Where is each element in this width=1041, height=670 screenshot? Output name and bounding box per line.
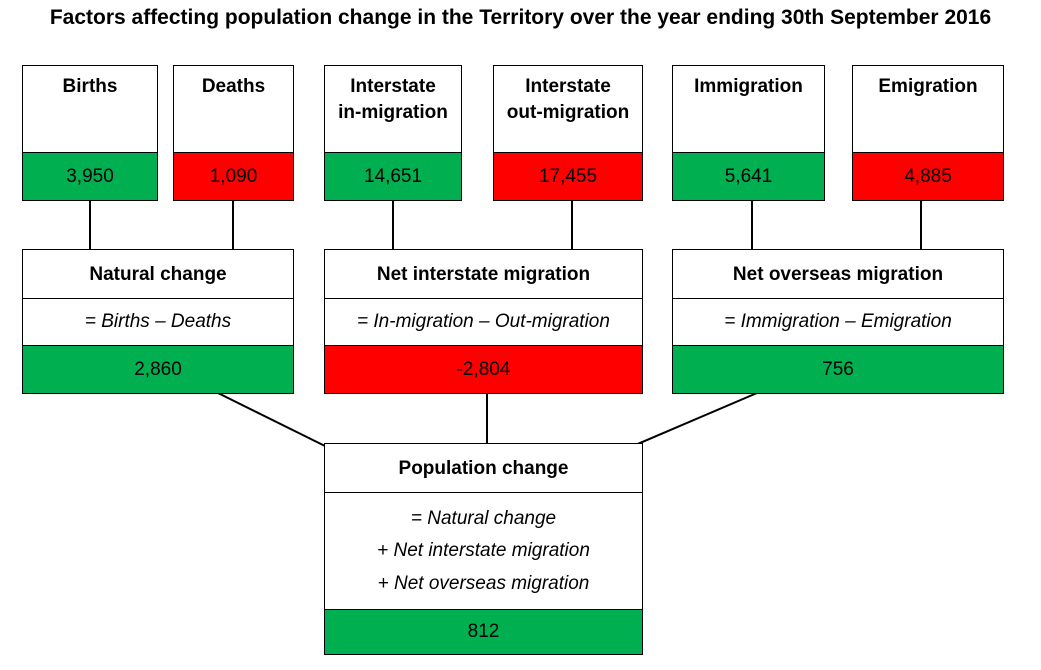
out-migration-label: Interstate out-migration bbox=[494, 66, 642, 153]
natural-change-box: Natural change = Births – Deaths 2,860 bbox=[22, 249, 294, 394]
connector-net-overseas bbox=[632, 392, 758, 447]
immigration-box: Immigration 5,641 bbox=[672, 65, 825, 201]
net-overseas-formula: = Immigration – Emigration bbox=[673, 298, 1003, 346]
births-value: 3,950 bbox=[23, 152, 157, 200]
emigration-label: Emigration bbox=[878, 76, 978, 97]
connector-natural-change bbox=[217, 392, 326, 447]
net-overseas-migration-box: Net overseas migration = Immigration – E… bbox=[672, 249, 1004, 394]
in-migration-label: Interstate in-migration bbox=[325, 66, 461, 153]
births-box: Births 3,950 bbox=[22, 65, 158, 201]
immigration-label: Immigration bbox=[694, 76, 803, 97]
net-interstate-migration-box: Net interstate migration = In-migration … bbox=[324, 249, 643, 394]
formula-line-1: = Natural change bbox=[410, 508, 557, 530]
immigration-value: 5,641 bbox=[673, 152, 824, 200]
interstate-in-migration-box: Interstate in-migration 14,651 bbox=[324, 65, 462, 201]
net-interstate-label: Net interstate migration bbox=[376, 263, 591, 285]
out-migration-value: 17,455 bbox=[494, 152, 642, 200]
emigration-box: Emigration 4,885 bbox=[852, 65, 1004, 201]
diagram-title: Factors affecting population change in t… bbox=[49, 6, 992, 29]
in-migration-label-line1: Interstate bbox=[350, 76, 436, 97]
natural-change-formula: = Births – Deaths bbox=[23, 298, 293, 346]
emigration-value: 4,885 bbox=[853, 152, 1003, 200]
natural-change-value: 2,860 bbox=[23, 345, 293, 393]
net-interstate-value: -2,804 bbox=[325, 345, 642, 393]
population-change-box: Population change = Natural change + Net… bbox=[324, 443, 643, 655]
natural-change-label: Natural change bbox=[89, 263, 227, 285]
deaths-box: Deaths 1,090 bbox=[173, 65, 294, 201]
interstate-out-migration-box: Interstate out-migration 17,455 bbox=[493, 65, 643, 201]
in-migration-label-line2: in-migration bbox=[338, 101, 448, 123]
net-overseas-label: Net overseas migration bbox=[732, 263, 944, 285]
out-migration-label-line2: out-migration bbox=[506, 101, 630, 123]
net-overseas-value: 756 bbox=[673, 345, 1003, 393]
deaths-value: 1,090 bbox=[174, 152, 293, 200]
population-change-label: Population change bbox=[398, 457, 569, 479]
deaths-label: Deaths bbox=[201, 76, 266, 97]
formula-line-2: + Net interstate migration bbox=[377, 540, 590, 562]
in-migration-value: 14,651 bbox=[325, 152, 461, 200]
population-change-value: 812 bbox=[325, 609, 642, 654]
births-label: Births bbox=[62, 76, 118, 97]
out-migration-label-line1: Interstate bbox=[525, 76, 611, 97]
formula-line-3: + Net overseas migration bbox=[377, 572, 590, 594]
net-interstate-formula: = In-migration – Out-migration bbox=[325, 298, 642, 346]
population-change-formula: = Natural change + Net interstate migrat… bbox=[325, 492, 642, 610]
